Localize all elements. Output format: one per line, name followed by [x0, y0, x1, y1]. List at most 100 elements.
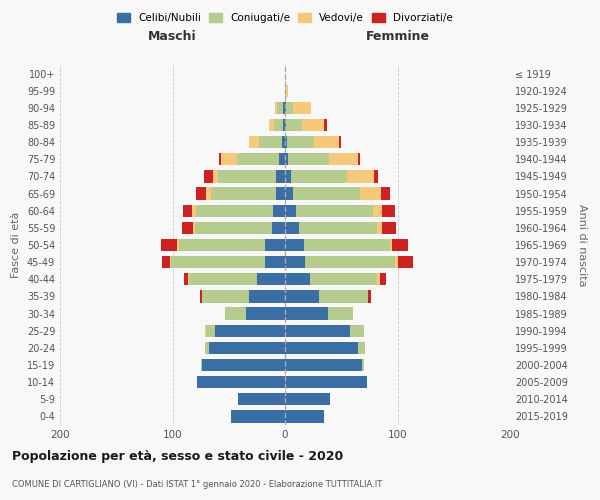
Bar — [285, 239, 304, 251]
Bar — [276, 188, 285, 200]
Bar — [395, 256, 398, 268]
Bar — [382, 204, 395, 217]
Bar — [209, 342, 285, 354]
Bar — [358, 342, 365, 354]
Bar — [289, 153, 329, 166]
Bar — [197, 376, 285, 388]
Bar — [382, 222, 397, 234]
Bar — [304, 239, 389, 251]
Bar — [285, 136, 287, 148]
Bar — [182, 222, 193, 234]
Bar — [206, 324, 215, 337]
Bar — [238, 393, 285, 406]
Bar — [329, 153, 358, 166]
Bar — [205, 342, 209, 354]
Bar — [283, 102, 285, 114]
Bar — [299, 222, 377, 234]
Bar — [302, 119, 325, 131]
Bar — [170, 256, 172, 268]
Bar — [202, 290, 249, 302]
Bar — [286, 119, 302, 131]
Bar — [259, 136, 281, 148]
Bar — [271, 222, 285, 234]
Bar — [350, 324, 364, 337]
Bar — [196, 204, 272, 217]
Bar — [161, 239, 177, 251]
Text: Maschi: Maschi — [148, 30, 197, 43]
Bar — [285, 290, 319, 302]
Bar — [286, 84, 289, 97]
Bar — [361, 188, 380, 200]
Bar — [184, 273, 188, 285]
Y-axis label: Anni di nascita: Anni di nascita — [577, 204, 587, 286]
Bar — [319, 290, 368, 302]
Bar — [215, 324, 285, 337]
Bar — [205, 324, 206, 337]
Bar — [204, 170, 213, 182]
Bar — [325, 119, 326, 131]
Bar — [283, 119, 285, 131]
Bar — [190, 273, 257, 285]
Bar — [196, 188, 206, 200]
Bar — [274, 119, 283, 131]
Bar — [285, 359, 361, 371]
Bar — [293, 102, 311, 114]
Y-axis label: Fasce di età: Fasce di età — [11, 212, 21, 278]
Bar — [285, 170, 290, 182]
Bar — [392, 239, 407, 251]
Bar — [377, 273, 380, 285]
Bar — [285, 204, 296, 217]
Bar — [296, 204, 373, 217]
Bar — [211, 188, 276, 200]
Bar — [380, 273, 386, 285]
Bar — [286, 102, 293, 114]
Bar — [236, 153, 280, 166]
Bar — [287, 136, 314, 148]
Bar — [172, 256, 265, 268]
Bar — [285, 188, 293, 200]
Bar — [195, 222, 271, 234]
Bar — [182, 204, 191, 217]
Bar — [163, 256, 170, 268]
Bar — [245, 308, 285, 320]
Bar — [374, 170, 379, 182]
Bar — [328, 308, 353, 320]
Bar — [373, 204, 382, 217]
Bar — [361, 359, 364, 371]
Bar — [200, 359, 202, 371]
Bar — [213, 170, 218, 182]
Bar — [285, 84, 286, 97]
Bar — [293, 188, 361, 200]
Bar — [347, 170, 374, 182]
Bar — [276, 170, 285, 182]
Bar — [281, 136, 285, 148]
Bar — [265, 239, 285, 251]
Bar — [272, 204, 285, 217]
Bar — [358, 153, 361, 166]
Bar — [285, 153, 289, 166]
Bar — [368, 290, 371, 302]
Bar — [280, 153, 285, 166]
Bar — [218, 153, 221, 166]
Legend: Celibi/Nubili, Coniugati/e, Vedovi/e, Divorziati/e: Celibi/Nubili, Coniugati/e, Vedovi/e, Di… — [117, 12, 453, 23]
Bar — [277, 102, 283, 114]
Bar — [269, 119, 274, 131]
Bar — [231, 410, 285, 422]
Bar — [285, 102, 286, 114]
Bar — [285, 342, 358, 354]
Bar — [226, 308, 245, 320]
Bar — [285, 273, 310, 285]
Bar — [389, 239, 392, 251]
Bar — [285, 308, 328, 320]
Bar — [249, 290, 285, 302]
Bar — [285, 256, 305, 268]
Bar — [285, 393, 330, 406]
Bar — [285, 324, 350, 337]
Bar — [257, 273, 285, 285]
Bar — [191, 204, 196, 217]
Bar — [380, 188, 389, 200]
Bar — [285, 222, 299, 234]
Bar — [339, 136, 341, 148]
Bar — [202, 359, 285, 371]
Bar — [206, 188, 211, 200]
